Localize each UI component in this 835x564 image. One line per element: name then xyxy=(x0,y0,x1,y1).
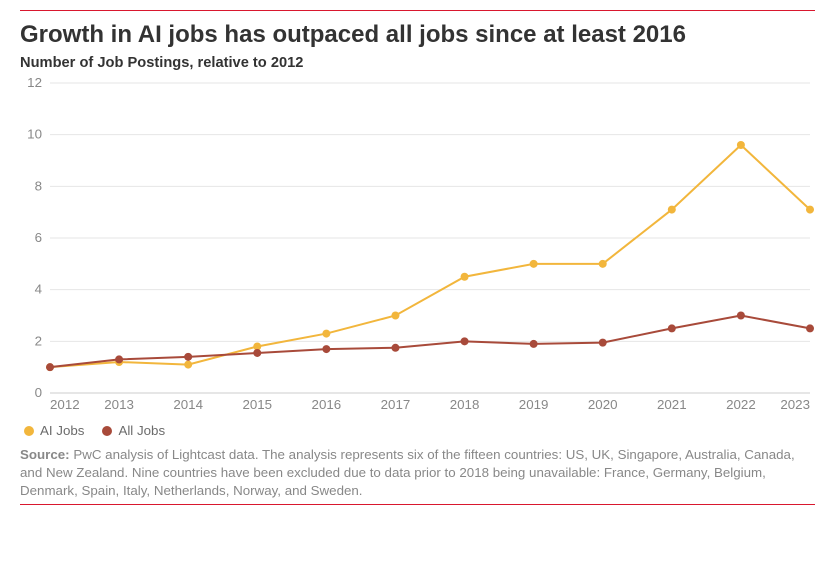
series-marker xyxy=(391,312,399,320)
x-tick-label: 2012 xyxy=(50,397,80,412)
top-rule xyxy=(20,10,815,11)
legend-swatch-all-jobs xyxy=(102,426,112,436)
series-marker xyxy=(599,260,607,268)
legend-label-ai-jobs: AI Jobs xyxy=(40,423,84,438)
legend-item-ai-jobs: AI Jobs xyxy=(24,423,84,438)
legend-swatch-ai-jobs xyxy=(24,426,34,436)
series-marker xyxy=(184,353,192,361)
source-note: Source: PwC analysis of Lightcast data. … xyxy=(20,446,815,500)
legend-item-all-jobs: All Jobs xyxy=(102,423,165,438)
y-tick-label: 10 xyxy=(27,127,42,142)
x-tick-label: 2021 xyxy=(657,397,687,412)
series-marker xyxy=(599,339,607,347)
x-tick-label: 2019 xyxy=(519,397,549,412)
y-tick-label: 12 xyxy=(27,77,42,90)
series-marker xyxy=(322,330,330,338)
series-marker xyxy=(668,206,676,214)
series-marker xyxy=(530,260,538,268)
x-tick-label: 2018 xyxy=(450,397,480,412)
series-marker xyxy=(391,344,399,352)
x-tick-label: 2013 xyxy=(104,397,134,412)
x-tick-label: 2023 xyxy=(780,397,810,412)
series-marker xyxy=(737,312,745,320)
series-line xyxy=(50,145,810,367)
series-marker xyxy=(737,141,745,149)
series-marker xyxy=(461,337,469,345)
x-tick-label: 2015 xyxy=(242,397,272,412)
series-marker xyxy=(253,349,261,357)
chart-subtitle: Number of Job Postings, relative to 2012 xyxy=(20,55,815,71)
series-marker xyxy=(461,273,469,281)
y-tick-label: 4 xyxy=(35,282,43,297)
series-marker xyxy=(530,340,538,348)
series-marker xyxy=(668,324,676,332)
series-marker xyxy=(46,363,54,371)
series-marker xyxy=(806,324,814,332)
series-marker xyxy=(322,345,330,353)
y-tick-label: 0 xyxy=(35,385,42,400)
line-chart: 0 2 4 6 8 10 12 2012 2013 2014 2015 2016 2017 2018 201… xyxy=(20,77,816,417)
x-tick-label: 2017 xyxy=(381,397,411,412)
source-prefix: Source: xyxy=(20,447,70,462)
y-tick-label: 2 xyxy=(35,333,42,348)
x-tick-label: 2020 xyxy=(588,397,618,412)
x-tick-label: 2016 xyxy=(312,397,342,412)
series-marker xyxy=(806,206,814,214)
legend: AI Jobs All Jobs xyxy=(24,423,815,438)
source-text: PwC analysis of Lightcast data. The anal… xyxy=(20,447,795,498)
bottom-rule xyxy=(20,504,815,505)
y-tick-label: 8 xyxy=(35,178,42,193)
series-marker xyxy=(115,355,123,363)
y-tick-label: 6 xyxy=(35,230,42,245)
series-marker xyxy=(184,361,192,369)
chart-container: Growth in AI jobs has outpaced all jobs … xyxy=(0,0,835,564)
chart-title: Growth in AI jobs has outpaced all jobs … xyxy=(20,21,815,49)
x-tick-label: 2014 xyxy=(173,397,203,412)
x-tick-label: 2022 xyxy=(726,397,756,412)
legend-label-all-jobs: All Jobs xyxy=(118,423,165,438)
